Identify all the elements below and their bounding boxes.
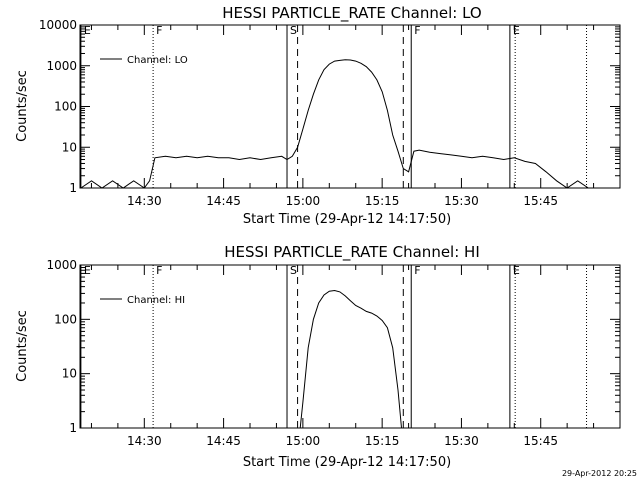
plot-frame-lo xyxy=(79,24,621,189)
series-line-lo xyxy=(80,59,610,189)
legend-hi: Channel: HI xyxy=(100,295,185,306)
x-tick-label: 14:30 xyxy=(127,194,162,208)
flag-marker-label: E xyxy=(513,264,520,277)
legend-label-hi: Channel: HI xyxy=(127,295,185,306)
x-axis-label-hi: Start Time (29-Apr-12 14:17:50) xyxy=(243,455,451,470)
x-ticks-hi: 14:30 14:45 15:00 15:15 15:30 15:45 xyxy=(90,265,621,448)
y-axis-label-lo: Counts/sec xyxy=(15,70,30,142)
x-ticks-lo: 14:30 14:45 15:00 15:15 15:30 15:45 xyxy=(90,25,621,208)
y-axis-label-hi: Counts/sec xyxy=(15,310,30,382)
y-ticks-hi: 1 10 100 1000 xyxy=(46,258,620,435)
y-tick-label: 1 xyxy=(69,421,77,435)
flag-marker-label: E xyxy=(513,24,520,37)
y-tick-label: 10000 xyxy=(39,18,77,32)
flag-marker-label: S xyxy=(290,24,297,37)
y-tick-label: 10 xyxy=(62,367,77,381)
flag-marker-label: S xyxy=(290,264,297,277)
x-tick-label: 14:30 xyxy=(127,434,162,448)
y-tick-label: 10 xyxy=(62,140,77,154)
y-tick-label: 1000 xyxy=(46,258,77,272)
x-tick-label: 15:15 xyxy=(365,434,400,448)
chart-title-hi: HESSI PARTICLE_RATE Channel: HI xyxy=(224,243,480,262)
x-tick-label: 15:45 xyxy=(523,434,558,448)
legend-label-lo: Channel: LO xyxy=(127,55,188,66)
x-tick-label: 15:00 xyxy=(286,434,321,448)
y-tick-label: 1000 xyxy=(46,59,77,73)
x-tick-label: 14:45 xyxy=(206,434,241,448)
x-tick-label: 15:00 xyxy=(286,194,321,208)
flag-marker-label: E xyxy=(84,24,91,37)
flag-marker-label: F xyxy=(414,24,420,37)
legend-lo: Channel: LO xyxy=(100,55,188,66)
chart-title-lo: HESSI PARTICLE_RATE Channel: LO xyxy=(222,4,481,23)
series-line-hi xyxy=(299,289,402,429)
y-tick-label: 100 xyxy=(54,312,77,326)
y-tick-label: 100 xyxy=(54,100,77,114)
x-tick-label: 15:30 xyxy=(444,194,479,208)
flag-marker-label: F xyxy=(414,264,420,277)
flag-marker-label: F xyxy=(156,264,162,277)
x-tick-label: 14:45 xyxy=(206,194,241,208)
y-ticks-lo: 1 10 100 1000 10000 xyxy=(39,18,620,195)
x-axis-label-lo: Start Time (29-Apr-12 14:17:50) xyxy=(243,212,451,227)
x-tick-label: 15:30 xyxy=(444,434,479,448)
flag-marker-label: F xyxy=(156,24,162,37)
flag-marker-label: E xyxy=(84,264,91,277)
x-tick-label: 15:15 xyxy=(365,194,400,208)
y-tick-label: 1 xyxy=(69,181,77,195)
plot-frame-hi xyxy=(79,264,621,429)
timestamp-stamp: 29-Apr-2012 20:25 xyxy=(562,469,637,478)
x-tick-label: 15:45 xyxy=(523,194,558,208)
